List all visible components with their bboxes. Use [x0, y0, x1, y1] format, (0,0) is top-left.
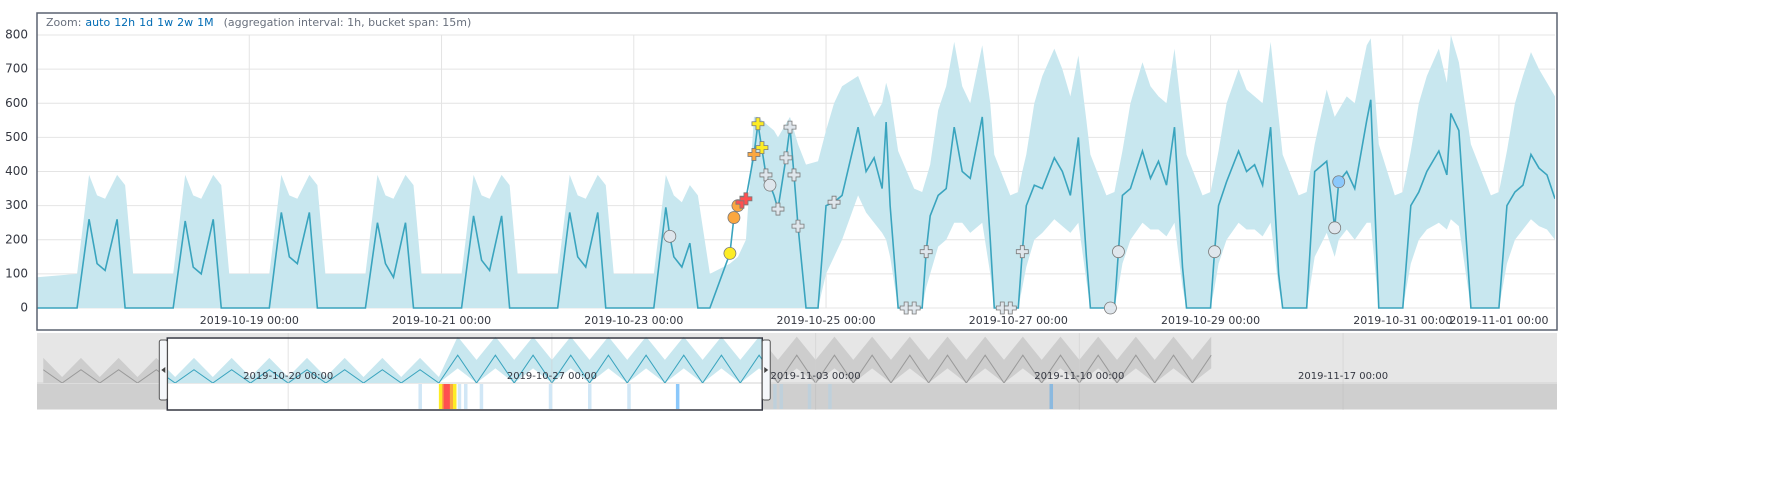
anomaly-marker — [739, 192, 753, 206]
zoom-option[interactable]: 1d — [139, 16, 154, 29]
swimlane-cell — [446, 384, 451, 409]
anomaly-marker — [827, 195, 841, 209]
x-tick-label: 2019-11-01 00:00 — [1449, 314, 1548, 327]
swimlane-cell — [479, 384, 484, 409]
y-tick-label: 800 — [5, 28, 28, 42]
swimlane-cell — [773, 384, 777, 409]
anomaly-marker — [747, 148, 761, 161]
anomaly-marker — [787, 168, 801, 182]
y-tick-label: 100 — [5, 266, 28, 280]
anomaly-marker — [791, 219, 805, 233]
anomaly-marker — [779, 151, 793, 165]
x-tick-label: 2019-10-23 00:00 — [584, 314, 683, 327]
anomaly-marker — [771, 202, 785, 216]
swimlane-cell — [828, 384, 832, 409]
context-line — [167, 354, 763, 383]
context-tick-label: 2019-11-17 00:00 — [1298, 371, 1388, 382]
anomaly-marker — [763, 178, 777, 192]
brush-handle-arrow — [764, 367, 769, 373]
swimlane-mask — [762, 384, 1557, 409]
anomaly-marker — [907, 301, 921, 315]
context-line — [762, 354, 1212, 383]
swimlane-cell — [457, 384, 462, 409]
swimlane-mask — [37, 384, 168, 409]
anomaly-marker — [1015, 245, 1029, 259]
swimlane-cell — [675, 384, 680, 409]
anomaly-marker — [783, 120, 797, 134]
y-tick-label: 400 — [5, 164, 28, 178]
swimlane-cell — [418, 384, 422, 409]
context-tick-label: 2019-10-27 00:00 — [507, 371, 597, 382]
zoom-option[interactable]: 12h — [114, 16, 136, 29]
context-bounds — [43, 357, 168, 383]
y-tick-label: 200 — [5, 232, 28, 246]
x-tick-label: 2019-10-25 00:00 — [776, 314, 875, 327]
x-tick-label: 2019-10-19 00:00 — [200, 314, 299, 327]
y-tick-label: 700 — [5, 62, 28, 76]
zoom-option[interactable]: 1w — [157, 16, 174, 29]
anomaly-marker — [1112, 245, 1125, 259]
context-tick-label: 2019-11-10 00:00 — [1034, 371, 1124, 382]
anomaly-marker — [755, 141, 769, 155]
brush-handle-arrow — [161, 367, 166, 373]
y-tick-label: 600 — [5, 96, 28, 110]
x-tick-label: 2019-10-31 00:00 — [1353, 314, 1452, 327]
anomaly-marker — [919, 245, 933, 259]
swimlane-cell — [807, 384, 812, 409]
y-tick-label: 300 — [5, 198, 28, 212]
context-layer — [42, 357, 168, 383]
y-tick-label: 0 — [20, 301, 28, 315]
anomaly-marker — [663, 229, 677, 243]
anomaly-marker — [1104, 301, 1117, 315]
plot-area — [37, 35, 1555, 315]
swimlane-cell — [588, 384, 592, 409]
chart-border — [36, 12, 1558, 331]
context-layer — [167, 336, 763, 383]
anomaly-marker — [1332, 175, 1346, 189]
anomaly-marker — [1328, 221, 1342, 235]
x-tick-label: 2019-10-29 00:00 — [1161, 314, 1260, 327]
context-bounds — [762, 336, 1212, 383]
swimlane-cell — [438, 384, 443, 409]
x-tick-label: 2019-10-27 00:00 — [969, 314, 1068, 327]
context-layer — [762, 336, 1212, 383]
anomaly-marker — [727, 211, 741, 224]
zoom-option[interactable]: auto — [85, 16, 111, 29]
zoom-bar: Zoom: auto 12h 1d 1w 2w 1M (aggregation interva… — [46, 16, 471, 29]
swimlane-cell — [452, 384, 457, 409]
anomaly-marker — [1003, 301, 1017, 315]
swimlane-cell — [443, 384, 448, 409]
anomaly-marker — [751, 117, 765, 131]
context-bounds — [167, 336, 763, 383]
x-tick-label: 2019-10-21 00:00 — [392, 314, 491, 327]
zoom-option[interactable]: 1M — [197, 16, 214, 29]
zoom-option[interactable]: 2w — [177, 16, 194, 29]
swimlane-cell — [779, 384, 784, 409]
swimlane-cell — [627, 384, 631, 409]
swimlane-cell — [449, 384, 454, 409]
zoom-label: Zoom: — [46, 16, 82, 29]
anomaly-marker — [1208, 245, 1221, 259]
aggregation-note: (aggregation interval: 1h, bucket span: … — [223, 16, 472, 29]
y-tick-label: 500 — [5, 130, 28, 144]
swimlane-cell — [1049, 384, 1054, 409]
swimlane-cell — [548, 384, 553, 409]
context-tick-label: 2019-11-03 00:00 — [771, 371, 861, 382]
swimlane-cell — [463, 384, 468, 409]
context-tick-label: 2019-10-20 00:00 — [243, 371, 333, 382]
anomaly-marker — [723, 246, 737, 260]
